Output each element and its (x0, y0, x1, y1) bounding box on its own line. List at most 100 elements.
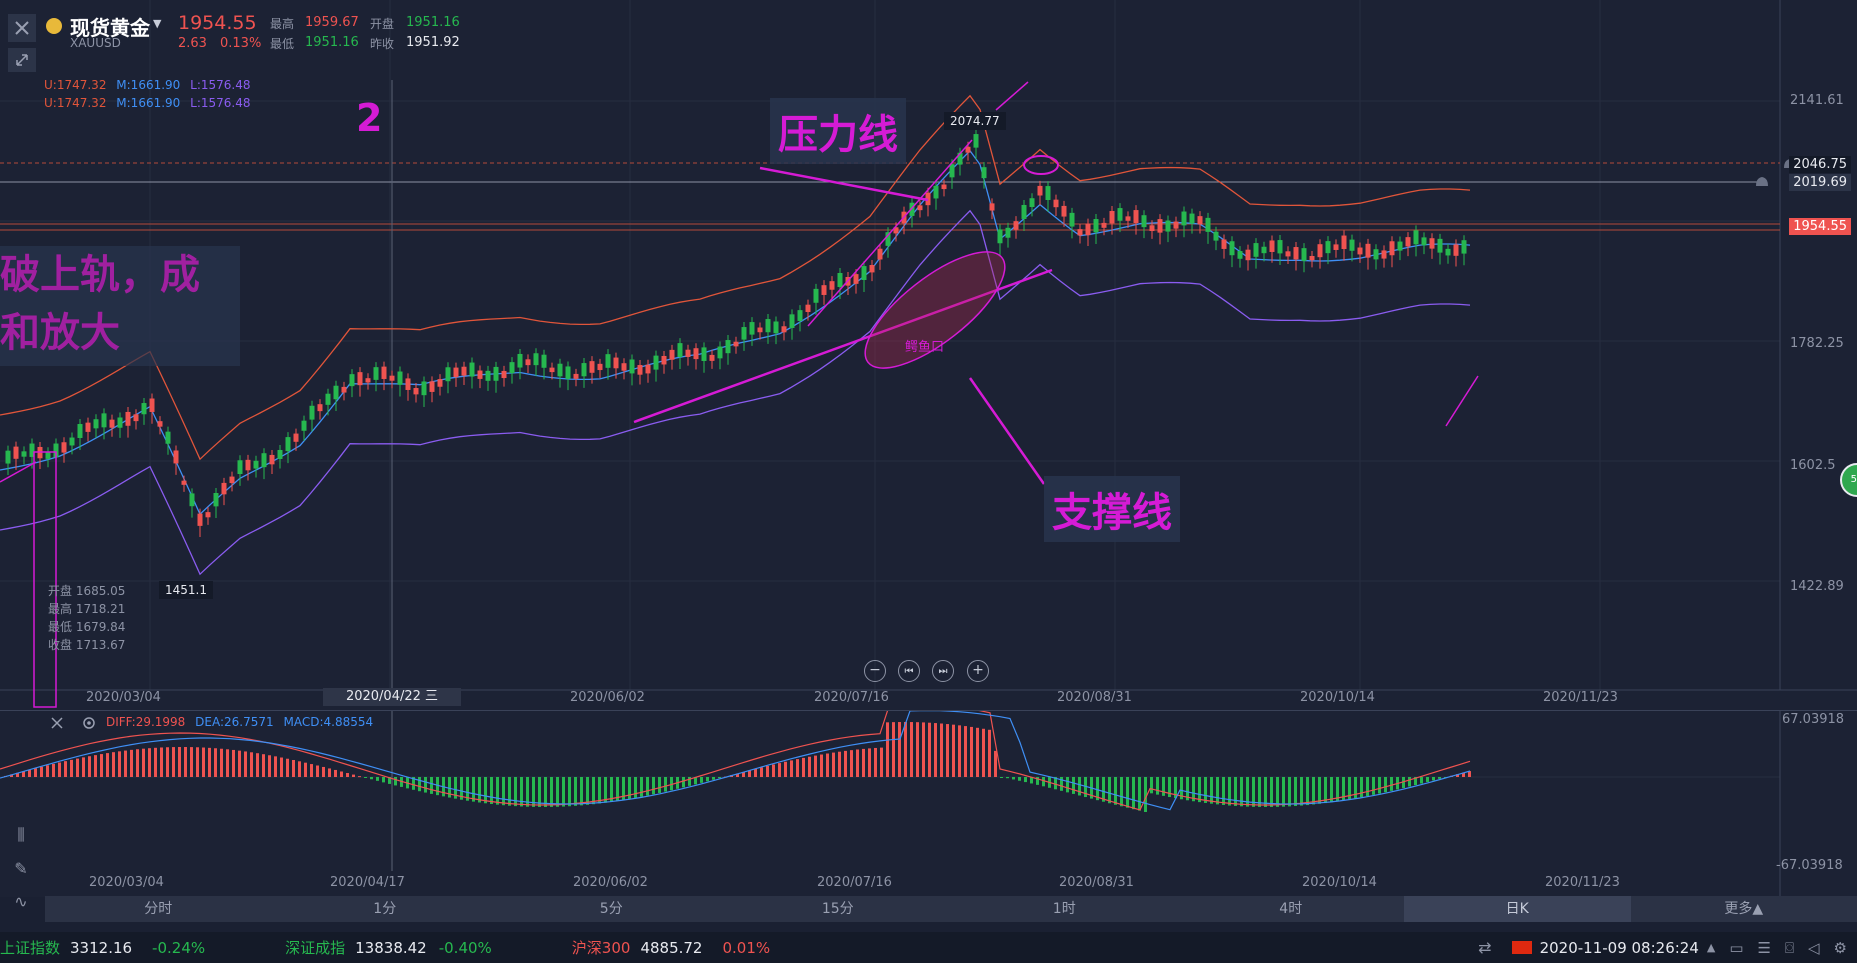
camera-icon[interactable]: ⌼ (1784, 938, 1794, 957)
macd-histogram-bar (244, 751, 247, 777)
tab-1min[interactable]: 1分 (373, 901, 397, 917)
macd-histogram-bar (1360, 777, 1363, 798)
macd-histogram-bar (958, 725, 961, 777)
scroll-start-button[interactable]: ⏮ (898, 660, 920, 682)
macd-histogram-bar (1366, 777, 1369, 797)
collapse-button[interactable] (8, 48, 36, 72)
macd-histogram-bar (778, 763, 781, 777)
macd-histogram-bar (1390, 777, 1393, 791)
tab-daily[interactable]: 日K (1404, 896, 1631, 922)
macd-histogram-bar (388, 777, 391, 784)
indicator-settings-button[interactable] (80, 714, 98, 732)
candle-body (365, 378, 371, 383)
price-tick: 1602.5 (1790, 458, 1836, 473)
tab-5min[interactable]: 5分 (599, 901, 623, 917)
tab-more[interactable]: 更多▲ (1724, 901, 1764, 917)
macd-histogram-bar (580, 777, 583, 806)
bell-icon[interactable] (1752, 174, 1772, 190)
menu-icon[interactable]: ☰ (1757, 938, 1771, 957)
tab-4hour[interactable]: 4时 (1279, 901, 1303, 917)
candle-body (541, 354, 547, 368)
symbol-dropdown-icon[interactable]: ▼ (153, 17, 162, 30)
macd-histogram-bar (334, 769, 337, 777)
candle-body (837, 273, 843, 288)
zoom-out-button[interactable]: − (864, 660, 886, 682)
macd-histogram-bar (520, 777, 523, 807)
candle-body (1077, 229, 1083, 236)
macd-chart[interactable] (0, 711, 1857, 897)
candle-body (693, 348, 699, 360)
macd-histogram-bar (484, 777, 487, 804)
macd-histogram-bar (160, 747, 163, 777)
zoom-in-button[interactable]: + (967, 660, 989, 682)
candle-body (229, 476, 235, 484)
candle-body (669, 349, 675, 360)
macd-histogram-bar (76, 758, 79, 777)
ref-price-tag: 2046.75 (1789, 156, 1851, 173)
indicator-tool-button[interactable]: ∿ (8, 889, 34, 915)
macd-histogram-bar (214, 748, 217, 777)
macd-histogram-bar (1060, 777, 1063, 791)
index-name[interactable]: 深证成指 (285, 939, 346, 957)
macd-date-label: 2020/04/17 (330, 875, 405, 890)
macd-histogram-bar (658, 777, 661, 793)
macd-histogram-bar (232, 749, 235, 777)
macd-histogram-bar (604, 777, 607, 803)
index-name[interactable]: 上证指数 (0, 939, 61, 957)
boll-upper-line (0, 94, 1471, 461)
candle-body (557, 363, 563, 377)
main-chart[interactable]: 现货黄金 ▼ XAUUSD 1954.55 2.63 0.13% 最高 1959… (0, 0, 1857, 710)
boll-upper-value: U:1747.32 (44, 78, 107, 92)
tab-1hour[interactable]: 1时 (1052, 901, 1076, 917)
candle-body (533, 353, 539, 366)
candle-body (621, 363, 627, 371)
macd-histogram-bar (994, 750, 997, 777)
index-change: 0.01% (722, 938, 771, 957)
index-name[interactable]: 沪深300 (571, 939, 631, 957)
candle-body (437, 379, 443, 387)
window-icon[interactable]: ▭ (1729, 938, 1744, 957)
candle-body (629, 359, 635, 374)
candle-body (1437, 238, 1443, 253)
macd-histogram-bar (1180, 777, 1183, 800)
candle-body (93, 419, 99, 429)
settings-icon[interactable]: ⚙ (1833, 938, 1847, 957)
connection-icon[interactable]: ⇄ (1478, 938, 1492, 957)
scroll-end-button[interactable]: ⏭ (932, 660, 954, 682)
candle-body (205, 512, 211, 518)
macd-histogram-bar (1078, 777, 1081, 796)
macd-histogram-bar (196, 747, 199, 777)
candle-body (933, 185, 939, 199)
caret-up-icon[interactable]: ▲ (1706, 941, 1716, 954)
macd-histogram-bar (382, 777, 385, 783)
candlestick-chart[interactable] (0, 0, 1857, 710)
macd-panel[interactable]: DIFF:29.1998 DEA:26.7571 MACD:4.88554 67… (0, 710, 1857, 897)
tab-15min[interactable]: 15分 (821, 901, 854, 917)
macd-histogram-bar (1312, 777, 1315, 805)
chart-type-button[interactable]: ⫼ (8, 822, 34, 848)
volume-icon[interactable]: ◁ (1808, 938, 1820, 957)
candle-body (309, 405, 315, 420)
macd-histogram-bar (508, 777, 511, 806)
draw-tool-button[interactable]: ✎ (8, 856, 34, 882)
annotation-support-line: 支撑线 (1044, 476, 1180, 542)
candlestick-icon: ⫼ (17, 825, 25, 844)
candle-body (973, 134, 979, 148)
candle-body (1149, 225, 1155, 232)
macd-histogram-bar (130, 749, 133, 777)
macd-histogram-bar (1294, 777, 1297, 807)
macd-histogram-bar (1408, 777, 1411, 787)
candle-body (805, 304, 811, 313)
candle-body (1245, 249, 1251, 261)
candle-body (701, 347, 707, 362)
macd-histogram-bar (364, 777, 367, 778)
candle-body (1389, 241, 1395, 256)
symbol-name[interactable]: 现货黄金 (70, 16, 150, 40)
tab-timeshare[interactable]: 分时 (144, 901, 173, 917)
prev-close-value: 1951.92 (406, 35, 460, 50)
close-chart-button[interactable] (8, 14, 36, 42)
candle-body (141, 403, 147, 415)
close-indicator-button[interactable] (48, 714, 66, 732)
pressure-arrow (759, 166, 929, 202)
macd-histogram-bar (58, 762, 61, 777)
